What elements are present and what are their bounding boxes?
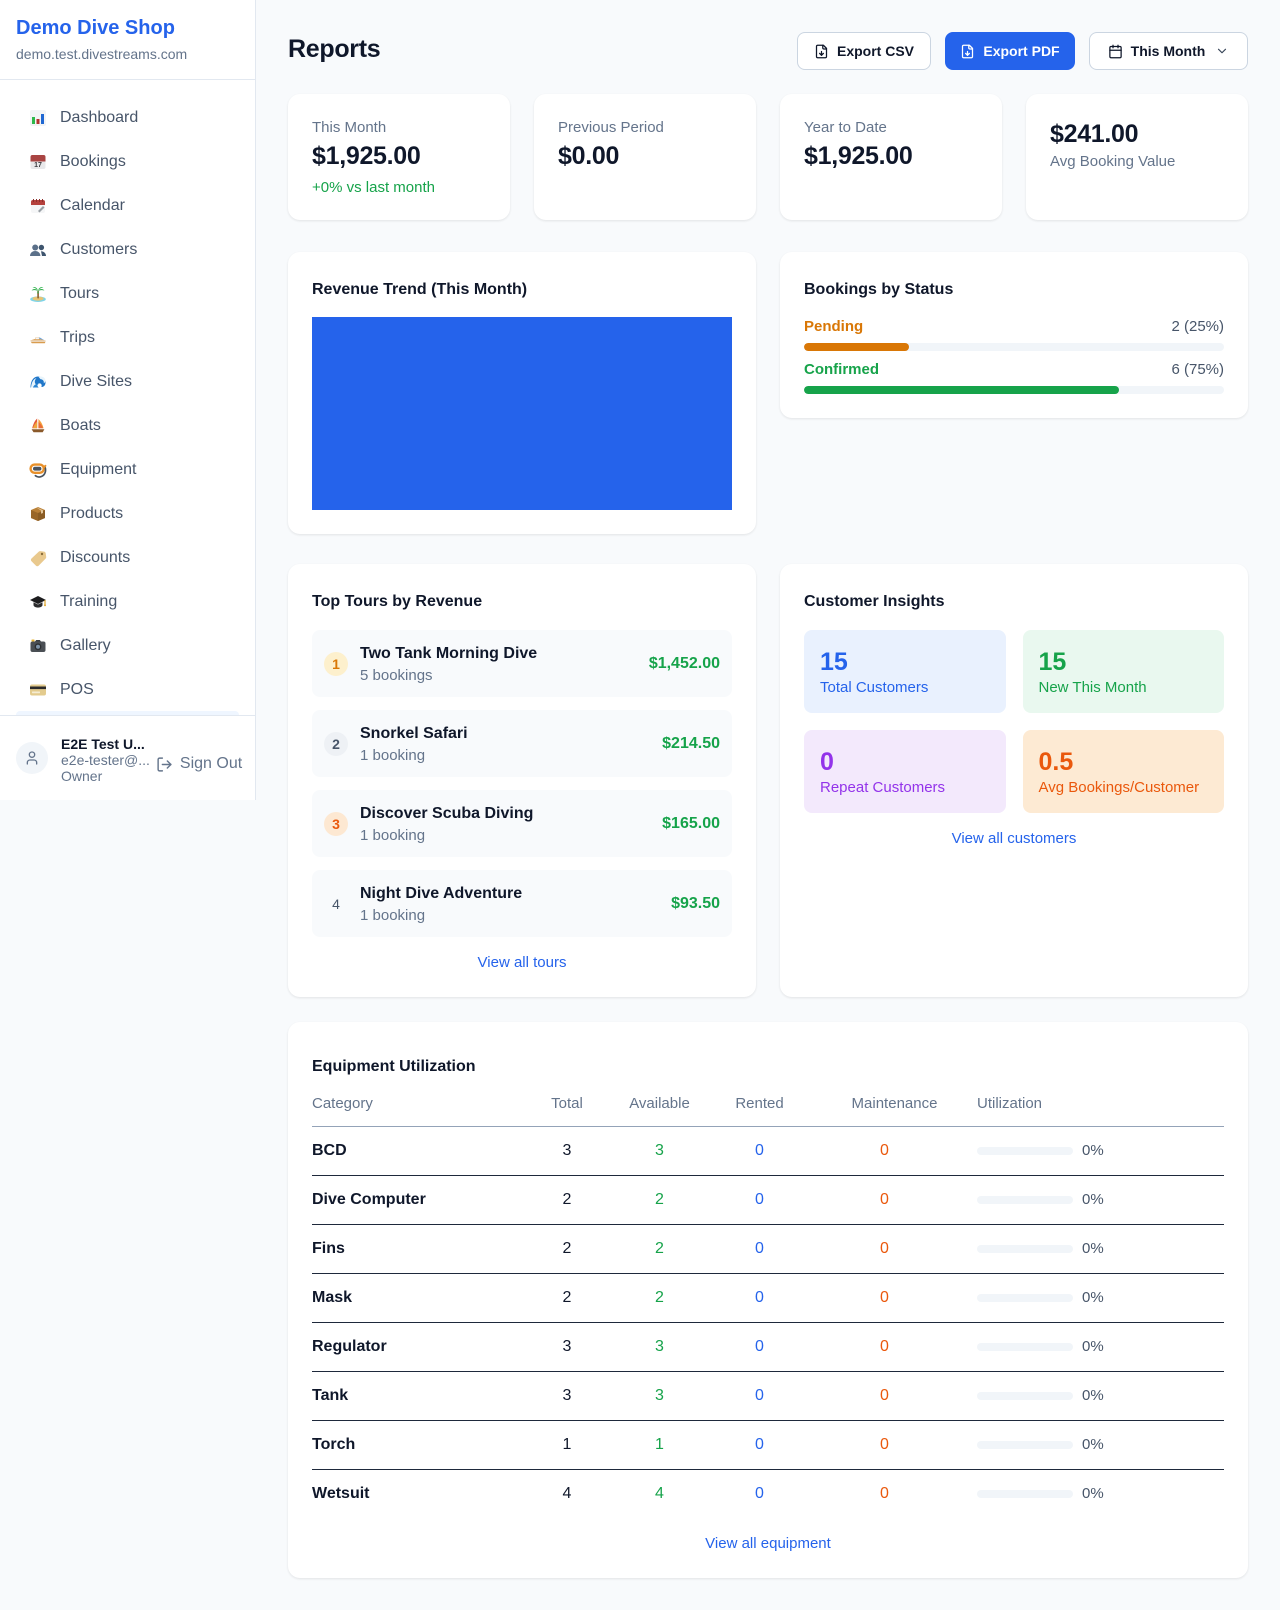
svg-text:17: 17	[34, 162, 42, 169]
